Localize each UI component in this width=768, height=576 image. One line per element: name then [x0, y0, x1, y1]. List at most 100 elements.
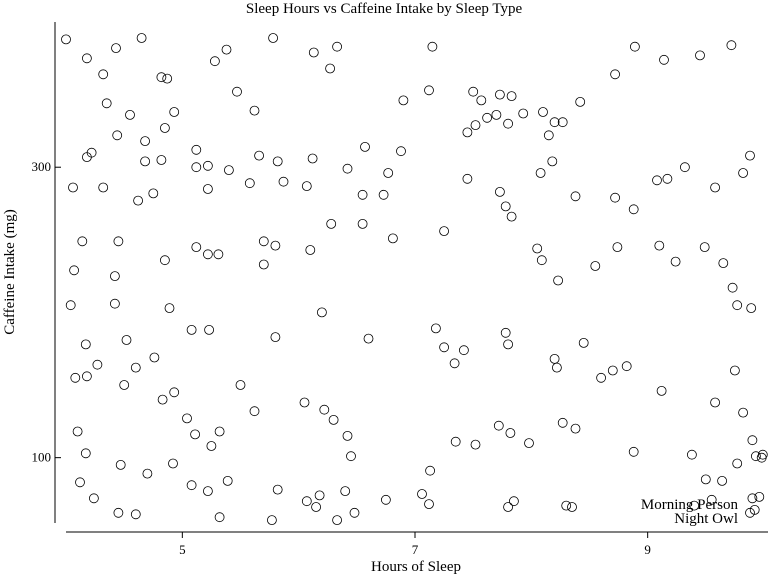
data-point — [567, 502, 577, 512]
data-point — [363, 333, 374, 344]
data-point — [98, 69, 109, 80]
data-point — [258, 236, 269, 247]
data-point — [149, 352, 160, 363]
data-point — [689, 500, 700, 511]
data-point — [462, 127, 473, 138]
data-point — [319, 404, 330, 415]
data-point — [70, 372, 81, 383]
data-point — [349, 507, 360, 518]
data-point — [68, 182, 78, 193]
data-point — [543, 130, 554, 141]
data-point — [140, 156, 151, 167]
data-point — [186, 480, 197, 491]
data-point — [232, 86, 242, 97]
data-point — [505, 428, 516, 438]
data-point — [439, 342, 450, 353]
data-point — [396, 146, 406, 157]
data-point — [532, 243, 543, 254]
data-point — [732, 458, 743, 469]
data-point — [727, 282, 738, 293]
data-point — [316, 307, 327, 318]
data-point — [98, 182, 109, 193]
data-point — [494, 89, 505, 100]
data-point — [494, 186, 505, 197]
data-point — [82, 371, 92, 382]
data-point — [610, 69, 620, 80]
x-tick-label: 5 — [179, 542, 186, 557]
data-point — [470, 120, 481, 130]
data-point — [214, 512, 225, 523]
data-point — [506, 91, 517, 101]
data-point — [111, 43, 121, 53]
data-point — [69, 265, 79, 276]
data-point — [326, 218, 337, 229]
data-point — [425, 465, 436, 476]
data-point — [749, 504, 760, 515]
data-point — [491, 110, 502, 120]
data-point — [700, 474, 711, 485]
data-point — [717, 475, 727, 486]
data-point — [538, 107, 548, 117]
data-point — [342, 430, 353, 441]
data-points — [61, 33, 768, 525]
data-point — [612, 242, 623, 253]
data-point — [621, 361, 632, 372]
data-point — [249, 406, 260, 417]
data-point — [450, 436, 461, 447]
data-point — [468, 86, 479, 97]
data-point — [746, 303, 757, 314]
data-point — [590, 261, 601, 271]
data-point — [570, 191, 581, 202]
data-point — [730, 365, 740, 376]
x-tick-label: 7 — [412, 542, 419, 557]
data-point — [607, 365, 618, 376]
data-point — [270, 332, 281, 343]
data-point — [427, 41, 438, 52]
data-point — [332, 515, 343, 525]
data-point — [222, 475, 233, 486]
data-point — [305, 245, 316, 255]
data-point — [476, 95, 487, 106]
data-point — [266, 515, 277, 525]
data-point — [745, 507, 755, 518]
data-point — [570, 423, 581, 434]
data-point — [500, 327, 511, 338]
y-ticks: 100 300 — [32, 159, 61, 465]
data-point — [449, 358, 460, 369]
data-point — [482, 112, 493, 123]
data-point — [204, 324, 215, 335]
data-point — [202, 249, 213, 260]
data-point — [340, 486, 351, 497]
data-point — [462, 173, 473, 184]
data-point — [244, 178, 255, 189]
data-point — [687, 449, 697, 460]
data-point — [278, 176, 289, 187]
data-point — [156, 72, 167, 83]
data-point — [136, 33, 147, 43]
data-point — [732, 300, 743, 311]
data-point — [535, 168, 546, 178]
data-point — [549, 117, 560, 128]
legend: Morning Person Night Owl — [641, 497, 739, 527]
data-point — [125, 110, 135, 120]
data-point — [202, 160, 213, 171]
data-point — [662, 173, 673, 184]
data-point — [75, 477, 85, 488]
data-point — [630, 41, 640, 52]
data-point — [272, 156, 283, 167]
data-point — [387, 233, 398, 244]
data-point — [549, 353, 560, 364]
data-point — [557, 417, 568, 428]
data-point — [745, 150, 755, 161]
data-point — [578, 337, 589, 348]
data-point — [140, 136, 151, 147]
data-point — [206, 441, 217, 451]
data-point — [301, 181, 312, 192]
legend-item-night-owl: Night Owl — [674, 511, 738, 527]
data-point — [130, 509, 141, 520]
data-point — [710, 182, 720, 193]
data-point — [509, 496, 519, 507]
data-point — [110, 271, 120, 282]
data-point — [157, 394, 168, 405]
